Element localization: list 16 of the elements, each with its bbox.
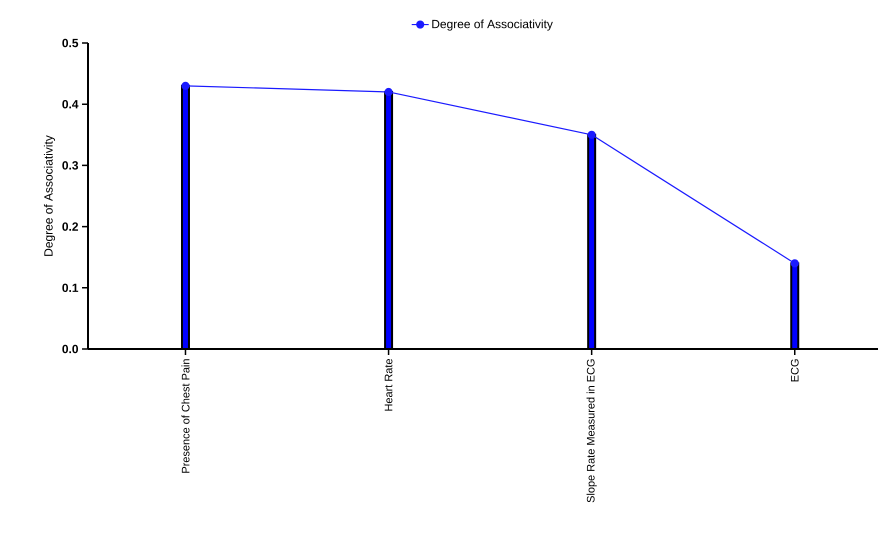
y-tick-label: 0.4 xyxy=(62,100,78,108)
x-tick-label: Presence of Chest Pain xyxy=(181,359,190,473)
x-tick-label: Slope Rate Measured in ECG xyxy=(586,359,597,502)
y-tick-label: 0.2 xyxy=(62,222,78,231)
y-tick-label: 0.5 xyxy=(62,38,78,48)
point xyxy=(588,130,596,139)
x-tick-label: Heart Rate xyxy=(384,359,392,411)
y-tick-label: 0.1 xyxy=(62,284,78,292)
y-tick-label: 0.0 xyxy=(62,344,78,354)
y-tick-label: 0.3 xyxy=(62,161,78,170)
point xyxy=(384,88,393,96)
y-axis-title: Degree of Associativity xyxy=(44,135,56,256)
legend-label: Degree of Associativity xyxy=(432,19,553,31)
x-tick-label: ECG xyxy=(790,359,799,382)
point xyxy=(181,82,190,90)
point xyxy=(790,259,799,268)
